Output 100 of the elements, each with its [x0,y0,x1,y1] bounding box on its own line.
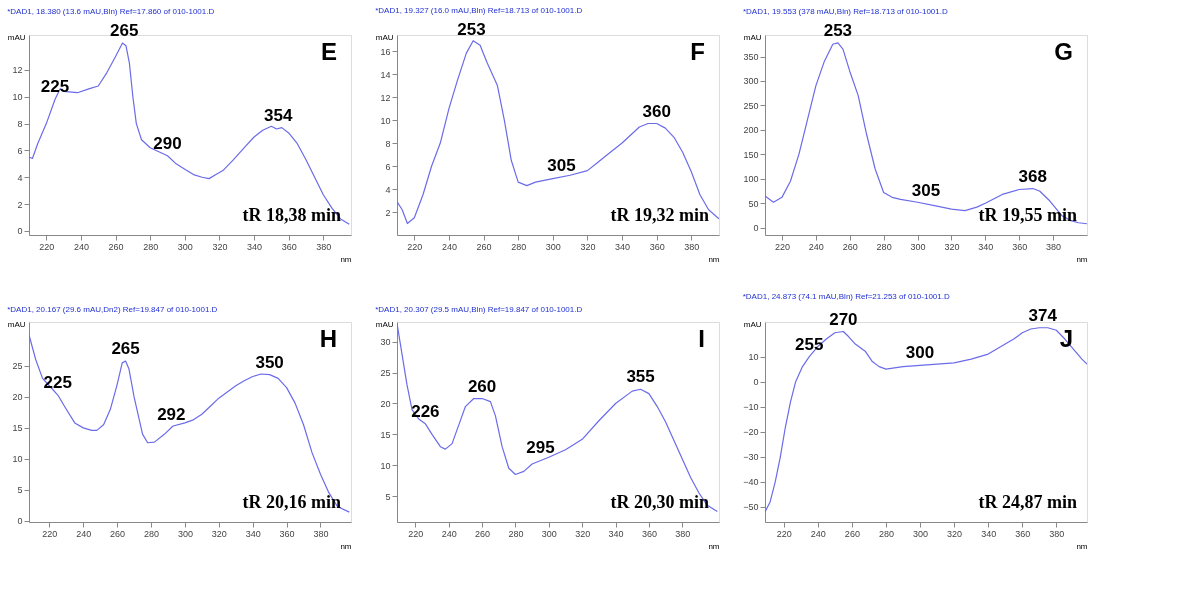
x-tick-label: 320 [211,528,227,539]
annotation: 265 [110,21,139,41]
x-tick-label: 340 [978,241,994,252]
annotation: 305 [547,155,576,175]
annotation: 265 [111,339,140,359]
annotation: 355 [626,367,655,387]
annotation: 295 [526,438,555,458]
x-tick-label: 280 [878,528,894,539]
annotation: 292 [157,404,186,424]
x-tick-label: 240 [808,241,824,252]
x-tick-label: 340 [981,528,997,539]
y-tick-label: 30 [380,337,391,348]
annotation: 225 [40,77,70,97]
y-tick-label: 10 [380,115,391,126]
annotation: 253 [457,19,486,39]
x-tick-label: 380 [675,528,691,539]
x-tick-label: 320 [212,241,228,252]
annotation: 255 [795,334,824,354]
x-tick-label: 280 [511,241,527,252]
y-tick-label: 0 [17,226,23,237]
annotation: G [1054,38,1073,65]
x-tick-label: 360 [279,528,295,539]
y-tick-label: 5 [385,491,391,502]
y-tick-label: 5 [17,485,23,496]
y-tick-label: 6 [17,145,23,156]
annotation: 290 [153,133,182,153]
y-tick-label: 15 [12,423,23,434]
line-series [397,40,719,225]
y-tick-label: −10 [743,402,759,413]
y-tick-label: 12 [380,92,391,103]
x-tick-label: 300 [177,241,193,252]
chart-title: *DAD1, 24.873 (74.1 mAU,Bln) Ref=21.253 of 010-1001.D [742,291,950,301]
annotation: E [320,38,337,65]
x-tick-label: 280 [876,241,892,252]
x-tick-label: 300 [910,241,926,252]
x-tick-label: 280 [508,528,524,539]
y-tick-label: 25 [12,361,23,372]
y-tick-label: 20 [12,392,23,403]
chart-title: *DAD1, 20.307 (29.5 mAU,Bln) Ref=19.847 of 010-1001.D [375,305,583,314]
x-tick-label: 320 [575,528,591,539]
annotation: H [319,325,337,352]
y-axis-title: mAU [375,319,394,329]
annotation: 368 [1018,166,1047,186]
annotation: tR 20,16 min [242,492,341,512]
x-tick-label: 320 [944,241,960,252]
y-axis-title: mAU [7,319,26,329]
y-tick-label: −40 [743,477,759,488]
y-tick-label: 0 [753,377,759,388]
y-tick-label: 6 [385,161,391,172]
annotation: tR 19,55 min [978,205,1077,225]
y-tick-label: 4 [385,184,391,195]
annotation: J [1059,325,1073,352]
y-tick-label: 8 [17,119,23,130]
y-tick-label: −30 [743,452,759,463]
annotation: 253 [823,20,853,40]
x-tick-label: 260 [110,528,126,539]
annotation: 374 [1028,305,1058,325]
x-tick-label: 260 [842,241,858,252]
x-axis-title: nm [1076,541,1088,551]
annotation: 354 [264,105,294,125]
annotation: tR 24,87 min [978,492,1077,512]
line-series [765,327,1087,513]
y-tick-label: −50 [743,502,759,513]
annotation: I [698,325,705,352]
x-tick-label: 260 [108,241,124,252]
y-tick-label: 300 [743,76,759,87]
x-axis-title: nm [340,541,352,551]
y-tick-label: 250 [743,100,759,111]
x-tick-label: 380 [1049,528,1065,539]
annotation: tR 18,38 min [242,205,341,225]
x-tick-label: 240 [441,241,457,252]
x-axis-title: nm [1076,254,1088,264]
y-tick-label: 150 [743,149,759,160]
x-tick-label: 380 [684,241,700,252]
x-axis-title: nm [708,541,720,551]
line-series [397,322,718,513]
annotation: F [690,38,705,65]
x-tick-label: 340 [247,241,263,252]
x-tick-label: 320 [580,241,596,252]
annotation: 270 [829,309,858,329]
y-tick-label: 200 [743,125,759,136]
x-tick-label: 380 [316,241,332,252]
y-axis-title: mAU [7,32,26,42]
x-tick-label: 360 [1015,528,1031,539]
x-tick-label: 220 [407,241,423,252]
y-tick-label: 2 [17,199,23,210]
x-tick-label: 220 [774,241,790,252]
chart-title: *DAD1, 19.553 (378 mAU,Bln) Ref=18.713 of 010-1001.D [742,6,948,16]
x-tick-label: 220 [42,528,58,539]
x-tick-label: 220 [776,528,792,539]
y-tick-label: 50 [748,198,759,209]
x-tick-label: 380 [313,528,329,539]
x-tick-label: 300 [545,241,561,252]
x-tick-label: 240 [441,528,457,539]
chart-title: *DAD1, 18.380 (13.6 mAU,Bln) Ref=17.860 of 010-1001.D [7,7,215,17]
annotation: tR 20,30 min [610,492,709,512]
x-tick-label: 280 [143,241,159,252]
x-tick-label: 220 [39,241,55,252]
annotation: 225 [43,373,72,393]
x-tick-label: 360 [281,241,297,252]
